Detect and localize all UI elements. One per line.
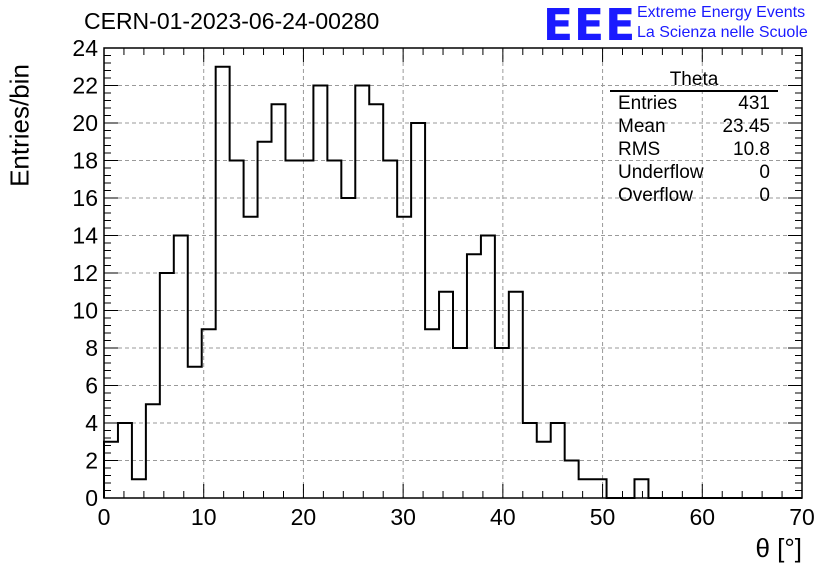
stats-value: 0	[759, 162, 770, 183]
histogram-bin	[411, 123, 425, 498]
histogram-bin	[565, 461, 579, 499]
stats-value: 0	[759, 185, 770, 206]
histogram-bin	[634, 479, 648, 498]
logo-caption: Extreme Energy Events La Scienza nelle S…	[637, 3, 808, 43]
histogram-bin	[258, 142, 272, 498]
eee-logo: EEE	[543, 0, 637, 51]
histogram-bin	[230, 161, 244, 499]
x-tick-label: 0	[98, 504, 111, 530]
histogram-bin	[355, 86, 369, 499]
stats-label: RMS	[618, 139, 661, 160]
histogram-bin	[146, 404, 160, 498]
stats-box-name: Theta	[610, 70, 778, 92]
histogram-bin	[369, 104, 383, 498]
stats-value: 431	[738, 93, 770, 114]
x-tick-label: 60	[689, 504, 715, 530]
y-tick-label: 0	[85, 485, 98, 511]
y-tick-label: 10	[72, 298, 98, 324]
histogram-bin	[299, 161, 313, 499]
histogram-bin	[579, 479, 593, 498]
y-tick-label: 12	[72, 260, 98, 286]
histogram-bin	[118, 423, 132, 498]
chart-title: CERN-01-2023-06-24-00280	[84, 8, 380, 34]
y-tick-label: 18	[72, 148, 98, 174]
histogram-bin	[551, 423, 565, 498]
stats-value: 10.8	[733, 139, 770, 160]
x-tick-label: 40	[490, 504, 516, 530]
histogram-bin	[425, 329, 439, 498]
stats-row-rms: RMS 10.8	[610, 138, 778, 161]
histogram-bin	[383, 161, 397, 499]
histogram-bin	[216, 67, 230, 498]
histogram-bin	[104, 442, 118, 498]
stats-row-entries: Entries 431	[610, 92, 778, 115]
x-tick-label: 50	[590, 504, 616, 530]
histogram-bin	[537, 442, 551, 498]
y-tick-label: 22	[72, 73, 98, 99]
y-tick-label: 2	[85, 448, 98, 474]
y-tick-label: 14	[72, 223, 98, 249]
histogram-bin	[285, 161, 299, 499]
y-tick-label: 20	[72, 110, 98, 136]
y-axis-label: Entries/bin	[4, 64, 35, 187]
histogram-bin	[467, 254, 481, 498]
histogram-bin	[523, 423, 537, 498]
histogram-bin	[202, 329, 216, 498]
histogram-bin	[188, 367, 202, 498]
stats-label: Underflow	[618, 162, 704, 183]
x-tick-label: 10	[191, 504, 217, 530]
histogram-bin	[593, 479, 607, 498]
histogram-bin	[509, 292, 523, 498]
x-tick-label: 30	[390, 504, 416, 530]
histogram-bin	[453, 348, 467, 498]
logo-caption-line1: Extreme Energy Events	[637, 4, 806, 21]
stats-label: Entries	[618, 93, 678, 114]
histogram-bin	[481, 236, 495, 499]
x-axis-label: θ [°]	[755, 533, 802, 563]
histogram-bin	[439, 292, 453, 498]
histogram-bin	[341, 198, 355, 498]
y-tick-label: 24	[72, 35, 98, 61]
histogram-bin	[272, 104, 286, 498]
x-tick-label: 20	[291, 504, 317, 530]
histogram-bin	[397, 217, 411, 498]
stats-row-underflow: Underflow 0	[610, 161, 778, 184]
y-tick-label: 4	[85, 410, 98, 436]
stats-value: 23.45	[722, 116, 770, 137]
histogram-bin	[327, 161, 341, 499]
stats-row-overflow: Overflow 0	[610, 184, 778, 207]
stats-box: Theta Entries 431 Mean 23.45 RMS 10.8 Un…	[610, 70, 778, 207]
stats-label: Mean	[618, 116, 666, 137]
y-tick-label: 6	[85, 373, 98, 399]
histogram-bin	[313, 86, 327, 499]
histogram-bin	[160, 273, 174, 498]
histogram-bin	[244, 217, 258, 498]
y-tick-label: 16	[72, 185, 98, 211]
logo-caption-line2: La Scienza nelle Scuole	[637, 24, 808, 41]
stats-row-mean: Mean 23.45	[610, 115, 778, 138]
stats-label: Overflow	[618, 185, 693, 206]
y-tick-label: 8	[85, 335, 98, 361]
histogram-bin	[174, 236, 188, 499]
x-tick-label: 70	[789, 504, 815, 530]
histogram-bin	[495, 348, 509, 498]
